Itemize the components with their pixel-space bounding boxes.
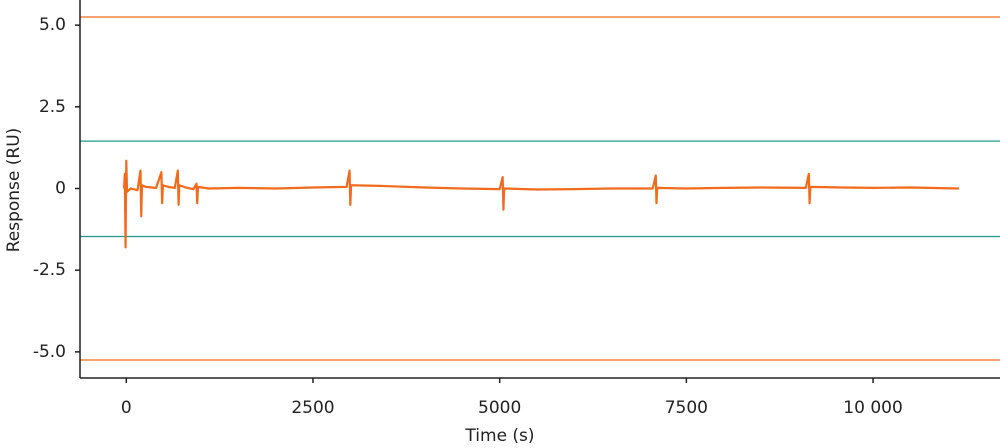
data-line <box>122 159 959 249</box>
x-tick-label: 2500 <box>291 398 334 418</box>
y-axis-title: Response (RU) <box>4 128 24 253</box>
x-axis-title: Time (s) <box>464 426 534 446</box>
x-tick-label: 7500 <box>665 398 708 418</box>
x-tick-label: 0 <box>121 398 132 418</box>
y-tick-label: -5.0 <box>33 342 66 362</box>
y-tick-label: -2.5 <box>33 260 66 280</box>
y-tick-label: 2.5 <box>39 97 66 117</box>
x-tick-label: 5000 <box>478 398 521 418</box>
y-tick-label: 0 <box>55 179 66 199</box>
x-tick-label: 10 000 <box>843 398 902 418</box>
y-tick-label: 5.0 <box>39 15 66 35</box>
